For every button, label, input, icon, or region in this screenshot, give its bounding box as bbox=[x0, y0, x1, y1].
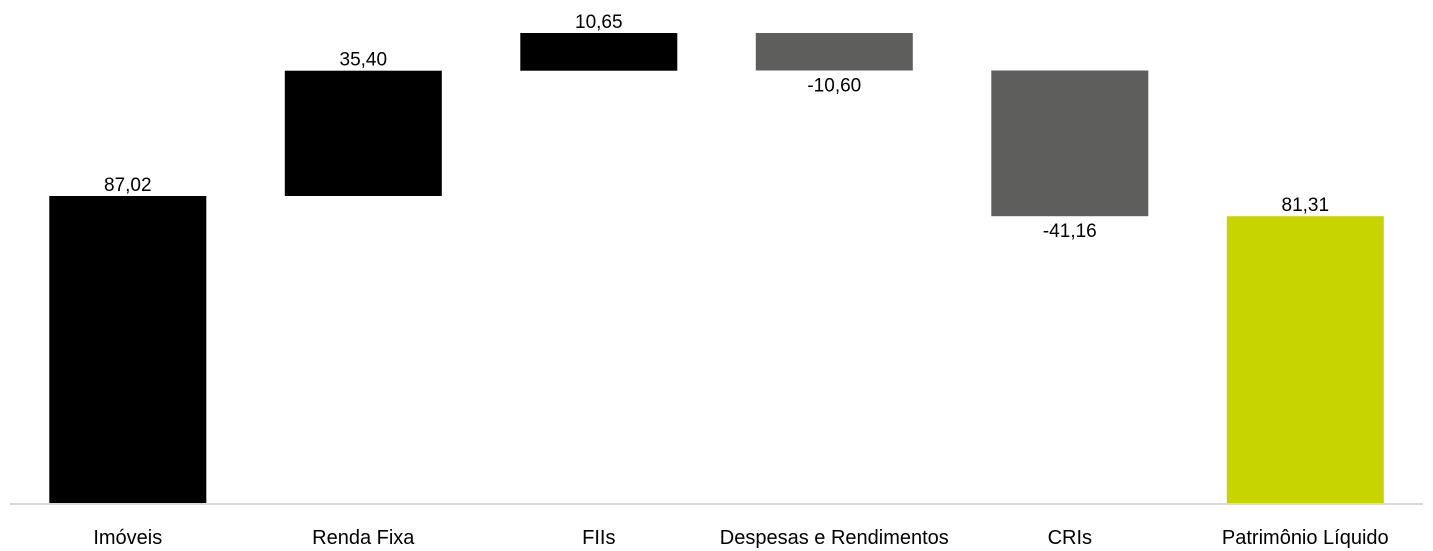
tick-labels-layer: Imóveis Renda Fixa FIIs Despesas e Rendimen… bbox=[93, 527, 1388, 549]
value-labels-layer: 87,02 35,40 10,65 -10,60 -41,16 81,31 bbox=[104, 12, 1329, 242]
x-tick-label: Renda Fixa bbox=[312, 527, 415, 549]
bar-3 bbox=[755, 33, 913, 71]
bar-value-label: 10,65 bbox=[575, 12, 623, 33]
bar-0 bbox=[49, 196, 207, 504]
x-tick-label: FIIs bbox=[582, 527, 615, 549]
x-tick-label: Despesas e Rendimentos bbox=[720, 527, 949, 549]
bar-4 bbox=[991, 70, 1149, 217]
bar-1 bbox=[284, 70, 442, 196]
x-tick-label: CRIs bbox=[1048, 527, 1092, 549]
bar-2 bbox=[520, 33, 678, 71]
bar-5 bbox=[1226, 216, 1384, 504]
bar-value-label: -10,60 bbox=[807, 76, 861, 97]
bar-value-label: 35,40 bbox=[340, 50, 388, 71]
bar-value-label: -41,16 bbox=[1043, 221, 1097, 242]
x-tick-label: Imóveis bbox=[93, 527, 162, 549]
bar-value-label: 81,31 bbox=[1282, 195, 1330, 216]
bar-value-label: 87,02 bbox=[104, 175, 152, 196]
x-tick-label: Patrimônio Líquido bbox=[1222, 527, 1389, 549]
bars-layer bbox=[49, 33, 1384, 504]
